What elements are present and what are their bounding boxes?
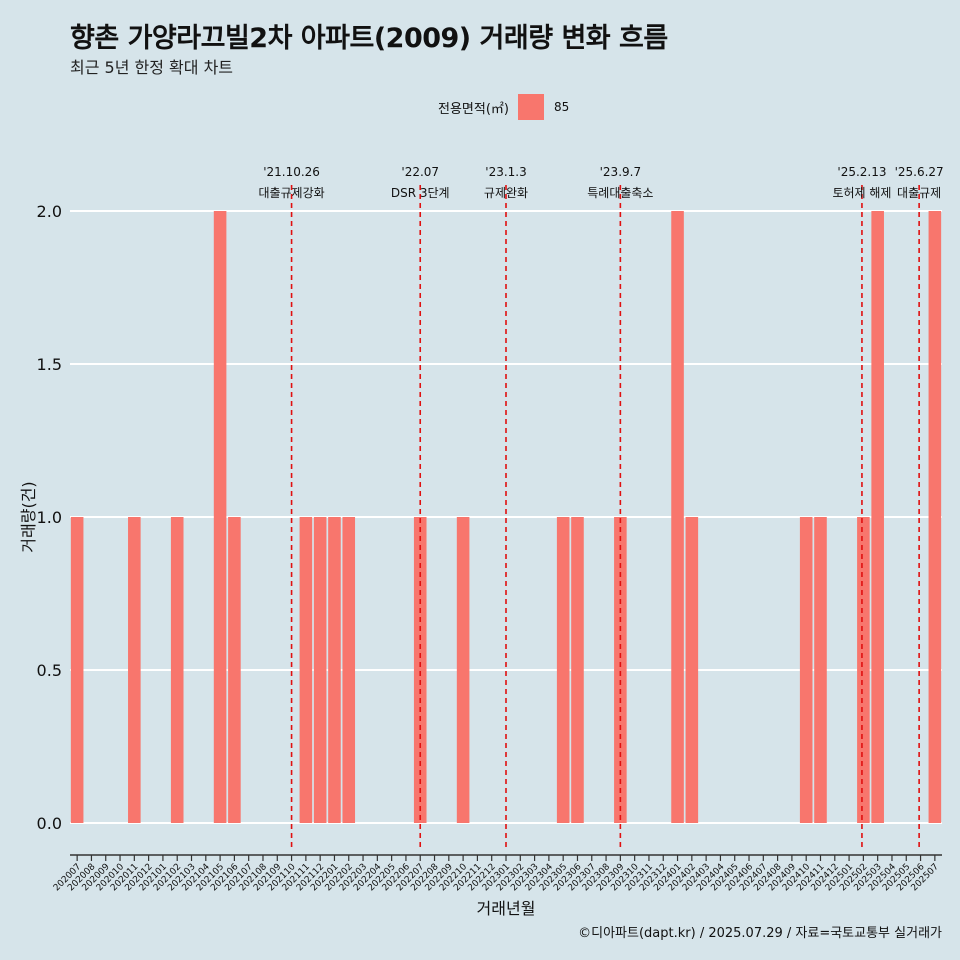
bar <box>857 517 870 823</box>
event-label: 특례대출축소 <box>587 186 653 200</box>
event-label: 대출규제 <box>897 186 941 200</box>
bar <box>299 517 313 823</box>
legend-swatch <box>517 94 544 120</box>
event-date-label: '23.9.7 <box>600 165 641 179</box>
x-axis-title: 거래년월 <box>477 899 536 918</box>
y-tick-label: 0.5 <box>37 661 62 680</box>
bar <box>413 517 427 823</box>
event-date-label: '23.1.3 <box>485 165 526 179</box>
event-label: 대출규제강화 <box>258 186 324 200</box>
chart-title: 향촌 가양라끄빌2차 아파트(2009) 거래량 변화 흐름 <box>70 23 668 54</box>
legend-title: 전용면적(㎡) <box>438 101 509 117</box>
bar <box>671 211 684 823</box>
event-date-label: '21.10.26 <box>263 165 320 179</box>
bar <box>685 517 699 823</box>
event-date-label: '22.07 <box>401 165 439 179</box>
bar <box>228 517 241 823</box>
y-tick-label: 1.0 <box>37 508 62 527</box>
bar <box>313 517 327 823</box>
y-tick-label: 0.0 <box>37 814 62 833</box>
event-date-label: '25.2.13 <box>837 165 886 179</box>
source-caption: ©디아파트(dapt.kr) / 2025.07.29 / 자료=국토교통부 실… <box>578 926 942 941</box>
bar <box>571 517 584 823</box>
bar <box>928 211 942 823</box>
bar <box>70 517 84 823</box>
legend: 전용면적(㎡) 85 <box>438 93 569 121</box>
event-date-label: '25.6.27 <box>895 165 944 179</box>
event-label: 규제완화 <box>484 186 528 200</box>
y-tick-label: 1.5 <box>37 355 62 374</box>
event-label: DSR 3단계 <box>391 186 450 200</box>
bar <box>342 517 356 823</box>
chart-subtitle: 최근 5년 한정 확대 차트 <box>70 58 234 77</box>
bar <box>556 517 570 823</box>
bar <box>814 517 827 823</box>
bar <box>328 517 341 823</box>
legend-entry: 85 <box>553 100 570 114</box>
y-axis-title: 거래량(건) <box>19 481 38 552</box>
bar <box>871 211 884 823</box>
bar <box>456 517 470 823</box>
bar <box>170 517 184 823</box>
y-tick-label: 2.0 <box>37 202 62 221</box>
bar <box>213 211 227 823</box>
bar <box>614 517 627 823</box>
event-label: 토허제 해제 <box>832 186 891 200</box>
bar <box>799 517 813 823</box>
bar <box>128 517 141 823</box>
